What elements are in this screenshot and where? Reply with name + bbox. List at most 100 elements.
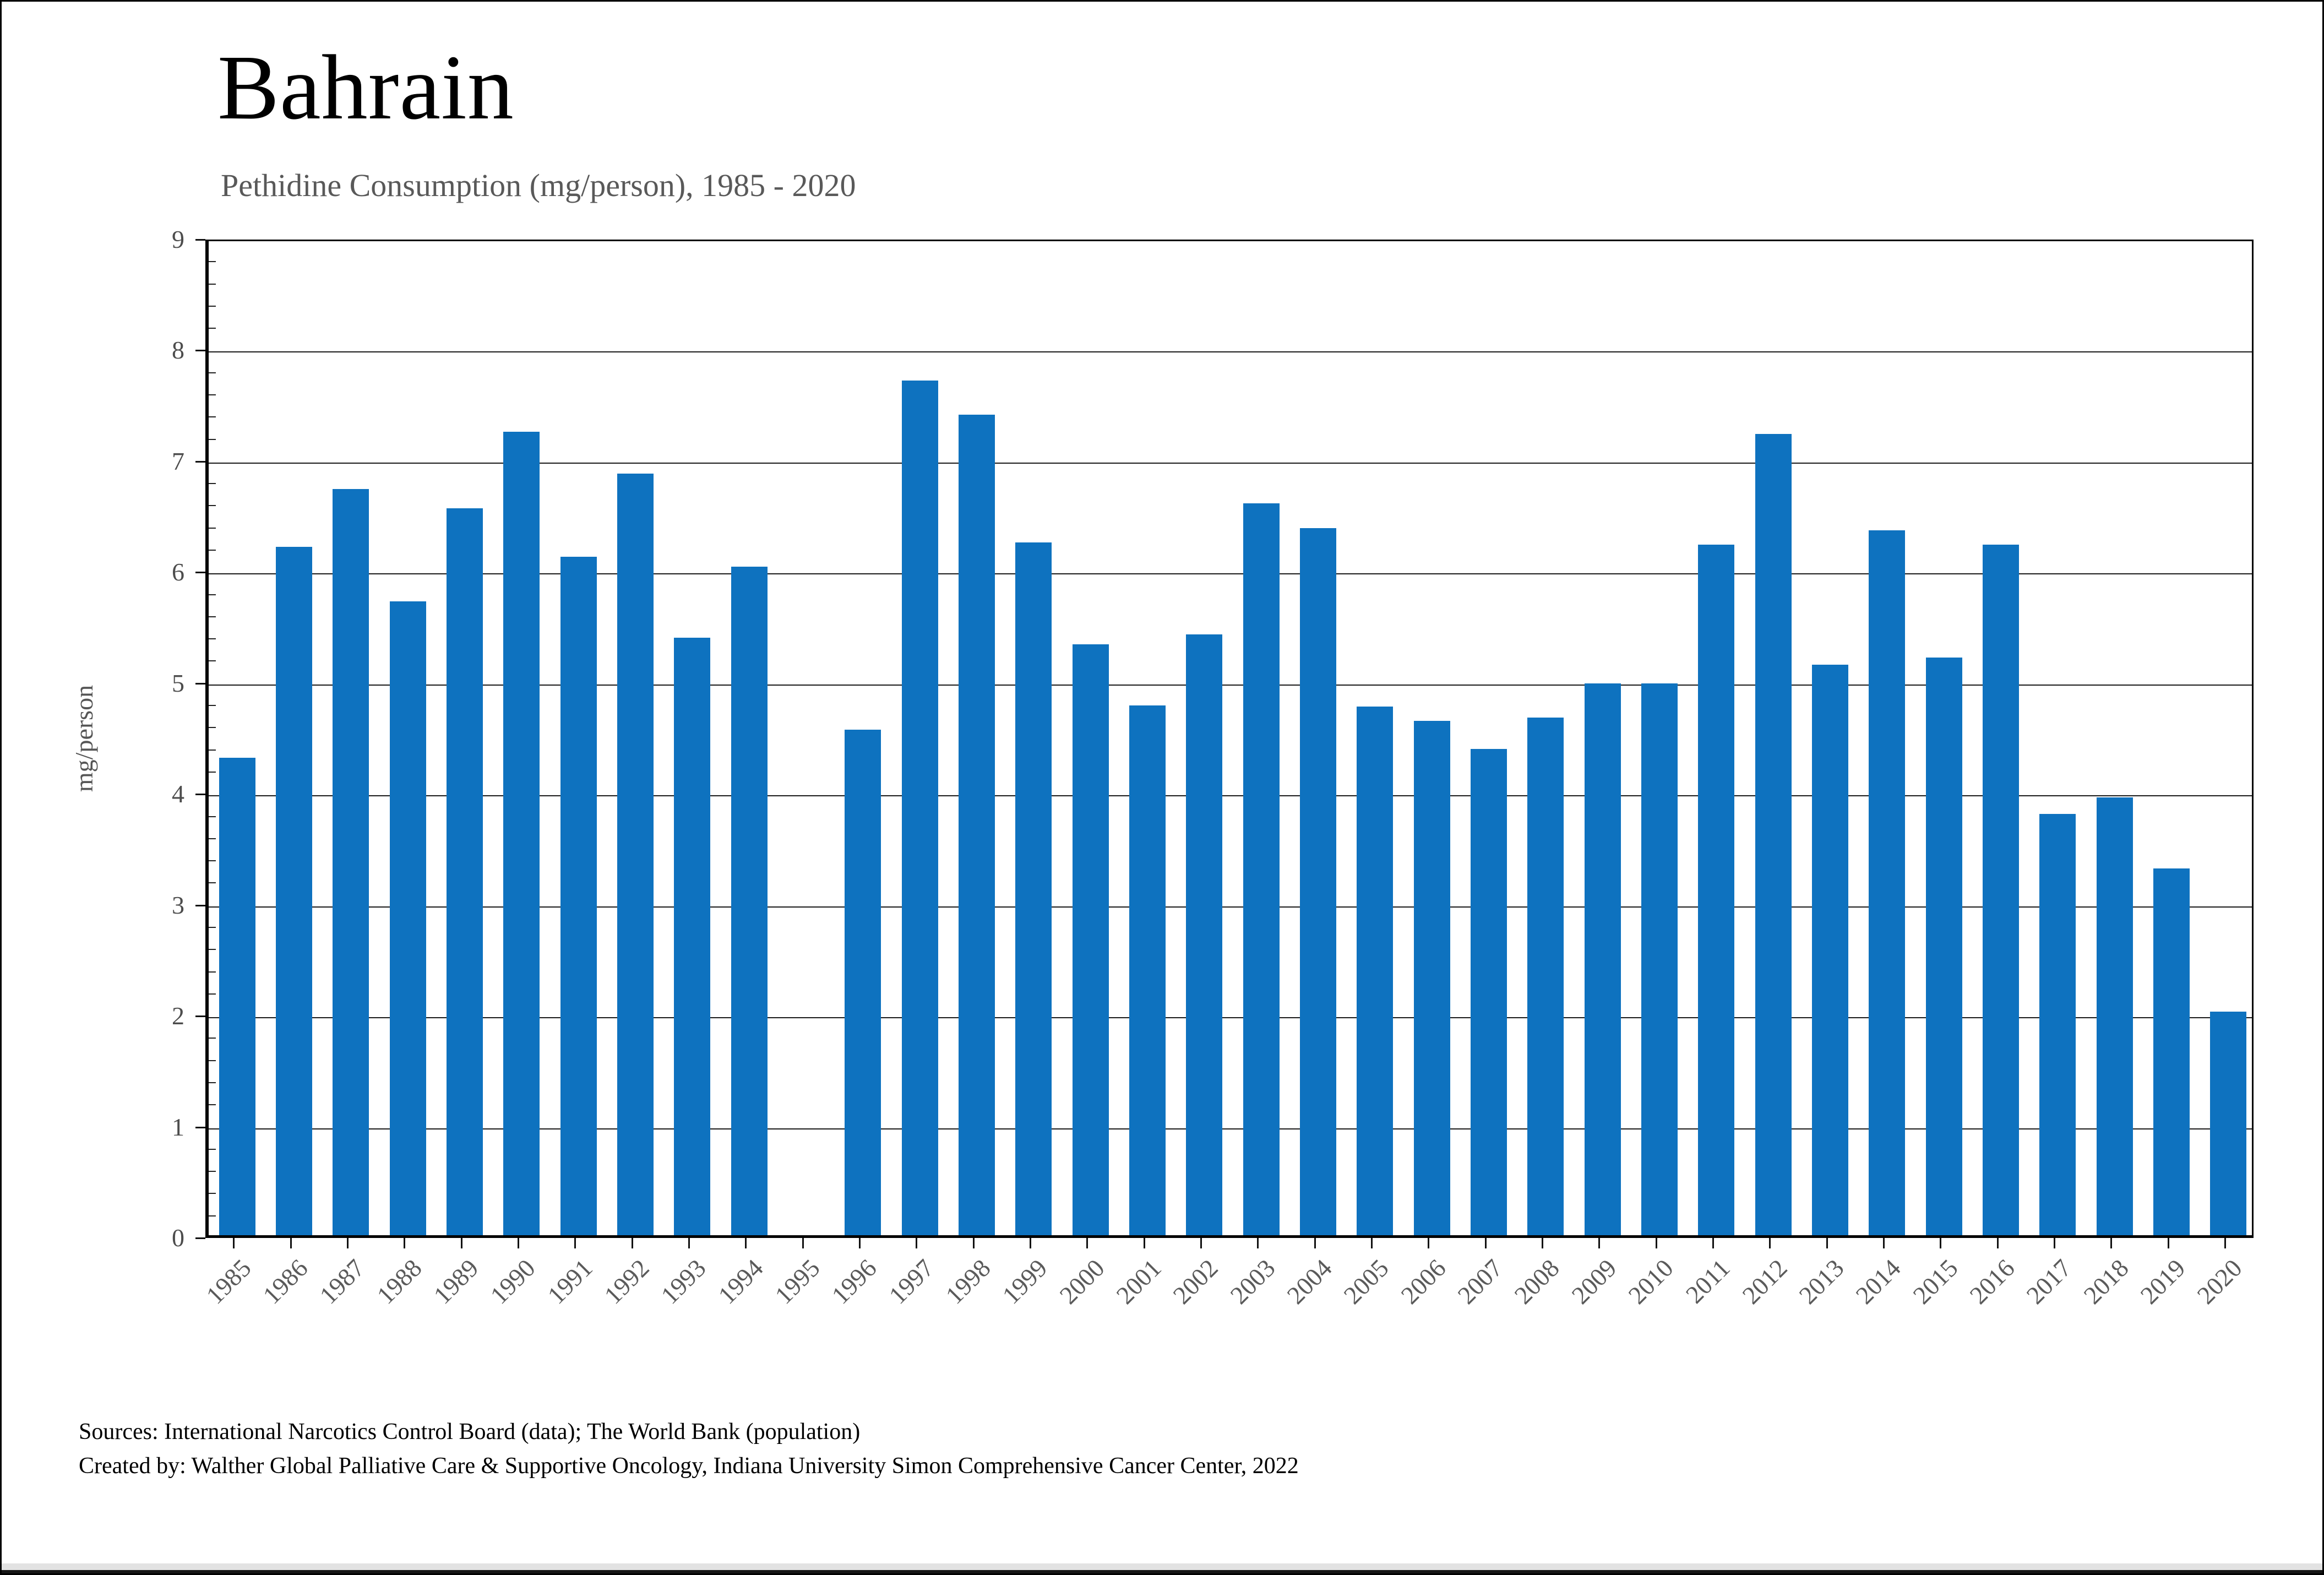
x-tick-mark xyxy=(404,1238,406,1248)
bar-2010 xyxy=(1641,683,1678,1235)
x-tick-mark xyxy=(916,1238,918,1248)
bar-1999 xyxy=(1015,542,1052,1235)
bar-1991 xyxy=(560,557,597,1235)
y-minor-tick-mark xyxy=(209,261,216,263)
x-tick-mark xyxy=(1655,1238,1657,1248)
x-tick-mark xyxy=(1882,1238,1885,1248)
bar-2019 xyxy=(2153,868,2190,1235)
y-tick-mark xyxy=(195,1126,205,1128)
x-tick-mark xyxy=(745,1238,747,1248)
y-tick-label: 0 xyxy=(172,1224,184,1252)
y-tick-label: 1 xyxy=(172,1112,184,1141)
y-minor-tick-mark xyxy=(209,1171,216,1172)
x-tick-mark xyxy=(1143,1238,1145,1248)
y-tick-label: 5 xyxy=(172,669,184,697)
bar-1996 xyxy=(845,730,881,1235)
x-tick-mark xyxy=(2224,1238,2226,1248)
y-minor-tick-mark xyxy=(209,1148,216,1150)
bar-1988 xyxy=(389,601,426,1235)
y-minor-tick-mark xyxy=(209,638,216,640)
bar-1998 xyxy=(959,415,995,1235)
x-tick-mark xyxy=(802,1238,804,1248)
y-minor-tick-mark xyxy=(209,483,216,485)
y-minor-tick-mark xyxy=(209,949,216,951)
y-minor-tick-mark xyxy=(209,1215,216,1216)
bar-1994 xyxy=(731,567,768,1235)
y-gridline xyxy=(209,1128,2252,1129)
y-minor-tick-mark xyxy=(209,771,216,773)
credit-line: Created by: Walther Global Palliative Ca… xyxy=(79,1453,1299,1479)
bar-1986 xyxy=(276,547,312,1235)
chart-subtitle: Pethidine Consumption (mg/person), 1985 … xyxy=(221,167,856,203)
y-tick-mark xyxy=(195,460,205,463)
bar-2000 xyxy=(1072,644,1109,1235)
y-minor-tick-mark xyxy=(209,660,216,662)
x-tick-mark xyxy=(2110,1238,2113,1248)
x-tick-mark xyxy=(1484,1238,1487,1248)
x-tick-mark xyxy=(1826,1238,1828,1248)
y-minor-tick-mark xyxy=(209,305,216,307)
y-tick-mark xyxy=(195,572,205,574)
x-tick-mark xyxy=(1200,1238,1202,1248)
bar-1987 xyxy=(333,489,369,1235)
y-minor-tick-mark xyxy=(209,838,216,839)
x-tick-mark xyxy=(1086,1238,1088,1248)
x-tick-mark xyxy=(1940,1238,1942,1248)
y-minor-tick-mark xyxy=(209,550,216,551)
bar-1990 xyxy=(503,431,540,1235)
x-tick-mark xyxy=(1314,1238,1316,1248)
x-tick-mark xyxy=(631,1238,633,1248)
y-minor-tick-mark xyxy=(209,394,216,396)
bar-2006 xyxy=(1413,721,1450,1235)
x-tick-mark xyxy=(233,1238,235,1248)
x-tick-mark xyxy=(517,1238,519,1248)
y-minor-tick-mark xyxy=(209,594,216,595)
plot-area xyxy=(205,240,2254,1238)
bar-1989 xyxy=(447,508,483,1235)
bar-2013 xyxy=(1812,664,1848,1235)
y-gridline xyxy=(209,351,2252,353)
bar-1993 xyxy=(674,638,711,1235)
y-minor-tick-mark xyxy=(209,1082,216,1083)
bar-2015 xyxy=(1925,658,1962,1235)
y-gridline xyxy=(209,906,2252,908)
bar-2009 xyxy=(1584,683,1621,1235)
bar-2007 xyxy=(1471,748,1507,1235)
y-minor-tick-mark xyxy=(209,971,216,973)
y-minor-tick-mark xyxy=(209,372,216,373)
bar-2012 xyxy=(1755,433,1792,1235)
y-minor-tick-mark xyxy=(209,727,216,729)
y-minor-tick-mark xyxy=(209,860,216,862)
y-minor-tick-mark xyxy=(209,926,216,928)
y-tick-mark xyxy=(195,350,205,352)
x-tick-mark xyxy=(1996,1238,1999,1248)
y-minor-tick-mark xyxy=(209,882,216,884)
y-gridline xyxy=(209,1017,2252,1019)
y-tick-label: 2 xyxy=(172,1002,184,1030)
bar-2004 xyxy=(1300,528,1336,1235)
y-tick-mark xyxy=(195,1015,205,1018)
x-tick-mark xyxy=(1598,1238,1601,1248)
y-tick-label: 8 xyxy=(172,336,184,365)
y-minor-tick-mark xyxy=(209,816,216,817)
footer-text: Sources: International Narcotics Control… xyxy=(79,1415,1299,1483)
y-minor-tick-mark xyxy=(209,527,216,529)
y-gridline xyxy=(209,795,2252,797)
bar-2018 xyxy=(2096,797,2133,1235)
y-minor-tick-mark xyxy=(209,416,216,418)
bar-1985 xyxy=(219,757,255,1235)
y-gridline xyxy=(209,684,2252,686)
x-tick-mark xyxy=(1257,1238,1259,1248)
y-minor-tick-mark xyxy=(209,328,216,329)
bar-1992 xyxy=(617,474,654,1235)
bar-2003 xyxy=(1243,503,1280,1235)
bar-2020 xyxy=(2210,1012,2247,1235)
y-minor-tick-mark xyxy=(209,438,216,440)
x-tick-mark xyxy=(346,1238,349,1248)
bar-2017 xyxy=(2039,814,2076,1235)
x-tick-mark xyxy=(1769,1238,1771,1248)
y-tick-mark xyxy=(195,904,205,906)
window-bottom-bar xyxy=(2,1563,2322,1573)
y-tick-label: 6 xyxy=(172,558,184,586)
